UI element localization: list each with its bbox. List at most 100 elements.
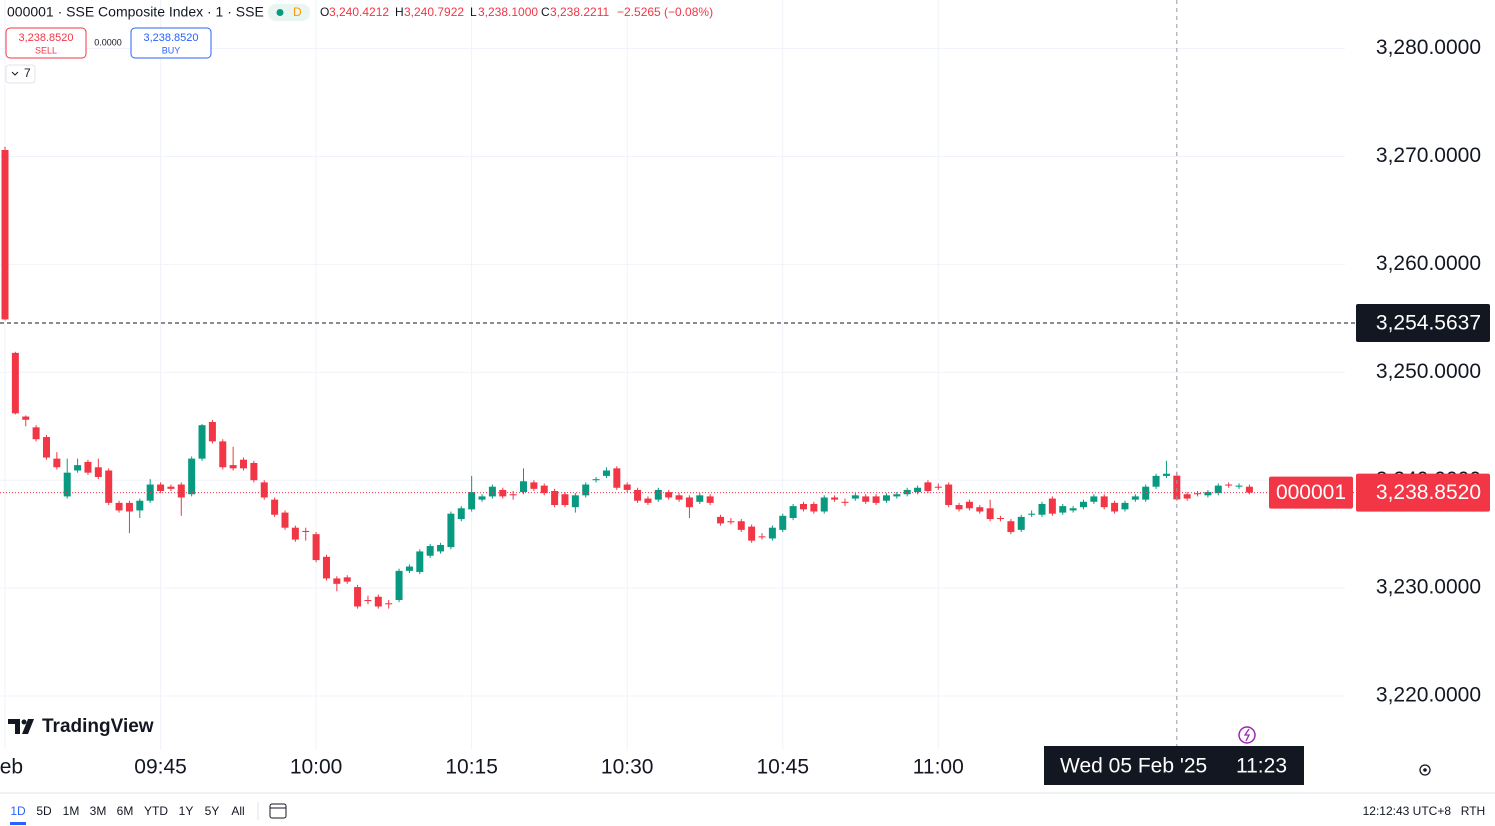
x-tick-label: 10:30	[601, 756, 654, 779]
candle-body	[333, 578, 341, 584]
range-button[interactable]: 5D	[36, 804, 52, 818]
indicators-toggle[interactable]	[5, 64, 36, 84]
candle-body	[654, 489, 662, 500]
candle-body	[903, 489, 911, 495]
candle-body	[437, 544, 445, 552]
candle-body	[364, 600, 372, 602]
candle-body	[167, 486, 175, 489]
candle-body	[540, 485, 548, 494]
candle-body	[955, 505, 963, 510]
range-button[interactable]: 1M	[63, 804, 80, 818]
price-label-box	[1356, 473, 1490, 512]
candle-body	[520, 481, 527, 493]
candle-body	[405, 566, 413, 571]
candle-body	[416, 551, 424, 572]
candle-body	[260, 482, 268, 498]
y-tick-label: 3,270.0000	[1376, 144, 1481, 167]
settings-icon	[1423, 768, 1427, 772]
grid	[0, 0, 1345, 750]
range-button[interactable]: 3M	[90, 804, 107, 818]
sell-price: 3,238.8520	[18, 32, 73, 44]
candle-body	[198, 425, 206, 459]
sell-button[interactable]	[5, 27, 87, 59]
candle-body	[468, 492, 476, 510]
candle-body	[706, 496, 714, 503]
range-button[interactable]: All	[231, 804, 244, 818]
candle-body	[1162, 473, 1170, 476]
y-tick-label: 3,220.0000	[1376, 684, 1481, 707]
candle-body	[1142, 486, 1150, 500]
symbol-label-box	[1269, 476, 1353, 509]
candle-body	[219, 441, 227, 468]
ohlc-key: L	[470, 5, 477, 19]
session[interactable]: RTH	[1461, 804, 1485, 818]
x-tick-label: 09:45	[134, 756, 187, 779]
candle-body	[457, 508, 465, 520]
ohlc-key: O	[320, 5, 329, 19]
y-tick-label: 3,250.0000	[1376, 360, 1481, 383]
candle-body	[810, 503, 818, 512]
candle-body	[789, 506, 797, 518]
logo-icon	[21, 719, 27, 725]
candle-body	[914, 487, 922, 493]
price-label: 3,238.8520	[1376, 481, 1481, 504]
candle-body	[582, 484, 590, 496]
ohlc-key: C	[541, 5, 550, 19]
buy-button[interactable]	[130, 27, 212, 59]
candle-body	[32, 427, 40, 440]
range-button[interactable]: YTD	[144, 804, 168, 818]
crosshair-label-box	[1044, 746, 1304, 785]
candle-body	[1214, 485, 1222, 494]
y-tick-label: 3,230.0000	[1376, 576, 1481, 599]
lightning-icon[interactable]	[1238, 726, 1256, 744]
candle-body	[42, 437, 50, 458]
candle-body	[976, 507, 984, 512]
range-button[interactable]: 6M	[117, 804, 134, 818]
ohlc-value: 3,238.2211	[550, 5, 609, 19]
candle-body	[271, 499, 279, 515]
candle-body	[1028, 513, 1036, 515]
candle-body	[1100, 496, 1108, 508]
candle-body	[1235, 485, 1243, 487]
candle-body	[831, 497, 839, 500]
candle-body	[447, 513, 455, 548]
range-button[interactable]: 5Y	[205, 804, 220, 818]
candle-body	[478, 496, 486, 500]
crosshair-time: 11:23	[1236, 755, 1287, 778]
candle-body	[105, 470, 113, 503]
candle-body	[343, 577, 351, 582]
candle-body	[125, 502, 133, 512]
range-button[interactable]: 1D	[10, 804, 26, 818]
candle-body	[997, 517, 1005, 520]
candle-body	[1121, 502, 1129, 510]
logo-icon	[8, 719, 34, 734]
candle-body	[11, 352, 19, 414]
overlays: 3,220.00003,230.00003,240.00003,250.0000…	[0, 0, 1490, 785]
candle-body	[240, 459, 248, 469]
settings-icon[interactable]	[1419, 764, 1431, 776]
candle-body	[675, 495, 683, 500]
price-label-box	[1356, 304, 1490, 343]
candle-body	[592, 479, 600, 481]
candle-body	[291, 527, 299, 540]
candle-body	[1038, 503, 1046, 515]
candle-body	[488, 486, 496, 497]
logo: TradingView	[42, 716, 154, 737]
candle-body	[1090, 496, 1098, 502]
x-tick-label: 10:45	[756, 756, 809, 779]
range-button[interactable]: 1Y	[179, 804, 194, 818]
indicators-count: 7	[24, 66, 31, 80]
candle-body	[385, 603, 393, 605]
x-tick-label: 10:15	[445, 756, 498, 779]
candle-body	[74, 465, 82, 471]
candle-body	[727, 521, 735, 523]
calendar-icon[interactable]	[269, 803, 287, 819]
candle-body	[22, 416, 30, 420]
candle-body	[53, 458, 61, 468]
candle-body	[665, 492, 673, 498]
status: D	[293, 5, 302, 19]
candle-body	[872, 496, 880, 503]
candle-body	[322, 556, 330, 579]
candle-body	[634, 489, 642, 501]
